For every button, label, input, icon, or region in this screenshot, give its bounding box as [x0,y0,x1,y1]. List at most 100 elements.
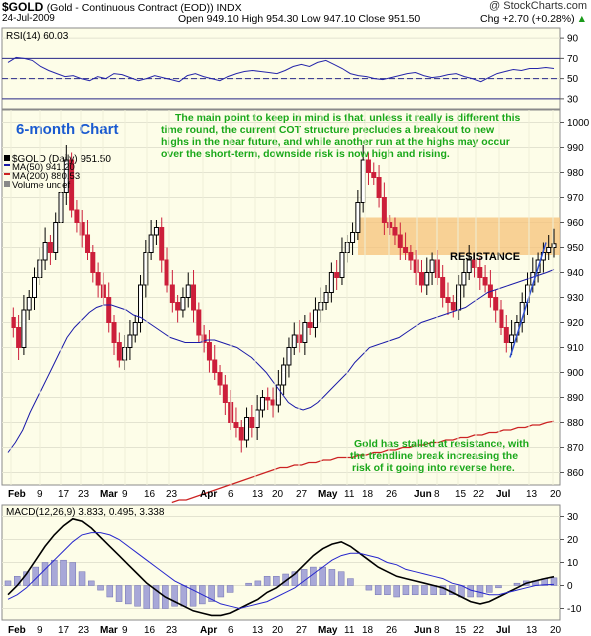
price-candle [503,327,509,343]
price-candle [265,397,271,401]
macd-hist-bar [217,585,225,598]
price-candle [259,397,265,411]
price-y-tick-label: 930 [567,293,584,304]
price-candle [286,347,292,366]
macd-x-axis-label: Apr [200,625,217,636]
macd-x-axis-label: 13 [526,625,538,636]
price-y-tick-label: 950 [567,243,584,254]
macd-hist-bar [143,585,151,609]
price-candle [153,227,159,236]
macd-x-axis-label: 20 [272,625,284,636]
rsi-y-tick-label: 50 [567,74,579,85]
price-candle [397,234,403,248]
macd-hist-bar [152,585,160,609]
macd-y-tick-label: 20 [567,535,579,546]
price-candle [493,297,499,311]
x-axis-label: 20 [272,489,284,500]
macd-x-axis-label: 6 [228,625,234,636]
price-candle [106,297,112,323]
price-candle [138,284,144,323]
x-axis-label: 23 [166,489,178,500]
x-axis-label: 17 [58,489,70,500]
macd-x-axis-label: Jun [414,625,432,636]
macd-x-axis-label: 20 [550,625,562,636]
legend-volume: Volume undef [12,180,70,191]
macd-hist-bar [319,566,326,586]
legend-swatch-ma50 [4,164,10,166]
macd-hist-bar [495,585,502,589]
price-candle [180,297,186,311]
macd-x-axis-label: 13 [252,625,264,636]
macd-hist-bar [245,582,252,586]
macd-y-tick-label: -10 [567,604,582,615]
price-candle [413,259,419,273]
macd-hist-bar [78,571,86,586]
chart-subtitle: (Gold - Continuous Contract (EOD)) INDX [46,2,242,14]
macd-hist-bar [88,580,95,586]
price-candle [222,384,228,403]
macd-hist-bar [411,585,419,595]
macd-x-axis-label: 16 [144,625,156,636]
x-axis-label: Jun [414,489,432,500]
macd-x-axis-label: 26 [386,625,398,636]
macd-x-axis-label: Jul [496,625,511,636]
price-candle [291,334,297,348]
macd-x-axis-label: 8 [434,625,440,636]
price-candle [445,297,451,303]
price-candle [509,334,515,343]
price-candle [169,284,175,303]
macd-title: MACD(12,26,9) 3.833, 0.495, 3.338 [6,507,165,518]
price-candle [376,177,382,198]
x-axis-label: 27 [296,489,308,500]
rsi-y-tick-label: 90 [567,34,579,45]
macd-hist-bar [365,585,373,591]
macd-x-axis-label: Feb [8,625,26,636]
ohlc-readout: Open 949.10 High 954.30 Low 947.10 Close… [178,13,421,25]
price-candle [403,247,409,253]
side-note-line: Gold has stalled at resistance, with [354,438,529,450]
price-candle [85,234,91,253]
price-candle [254,409,260,428]
macd-hist-bar [513,582,521,586]
macd-hist-bar [384,585,391,595]
macd-y-tick-label: 10 [567,558,579,569]
price-candle [238,427,244,441]
macd-y-tick-label: 30 [567,512,579,523]
price-candle [546,247,552,253]
price-candle [297,334,303,343]
macd-hist-bar [310,566,317,586]
rsi-panel [1,27,561,110]
price-candle [424,272,430,286]
macd-hist-bar [467,585,474,598]
price-candle [249,417,255,428]
x-axis-label: 22 [473,489,485,500]
price-candle [334,272,340,278]
macd-hist-bar [485,585,493,593]
legend-swatch-price [4,155,10,161]
price-candle [408,252,414,261]
price-candle [381,197,387,223]
macd-x-axis-label: 18 [362,625,374,636]
price-candle [116,342,122,361]
price-candle [143,252,149,286]
legend-ma50: MA(50) 941.20 [12,162,75,173]
x-axis-label: 11 [344,489,355,500]
x-axis-label: 9 [122,489,128,500]
macd-hist-bar [106,585,114,598]
macd-x-axis-label: 15 [455,625,467,636]
x-axis-label: Feb [8,489,26,500]
legend-swatch-ma200 [4,173,10,175]
price-candle [323,292,329,303]
price-candle [355,202,361,233]
macd-hist-bar [134,585,141,607]
price-candle [47,242,53,253]
chart-label: 6-month Chart [16,121,119,138]
macd-hist-bar [291,571,299,586]
price-candle [164,259,170,286]
x-axis-label: 9 [37,489,43,500]
x-axis-label: 8 [434,489,440,500]
x-axis-label: 20 [550,489,562,500]
price-candle [42,242,48,261]
price-y-tick-label: 940 [567,268,584,279]
macd-x-axis-label: 9 [37,625,43,636]
